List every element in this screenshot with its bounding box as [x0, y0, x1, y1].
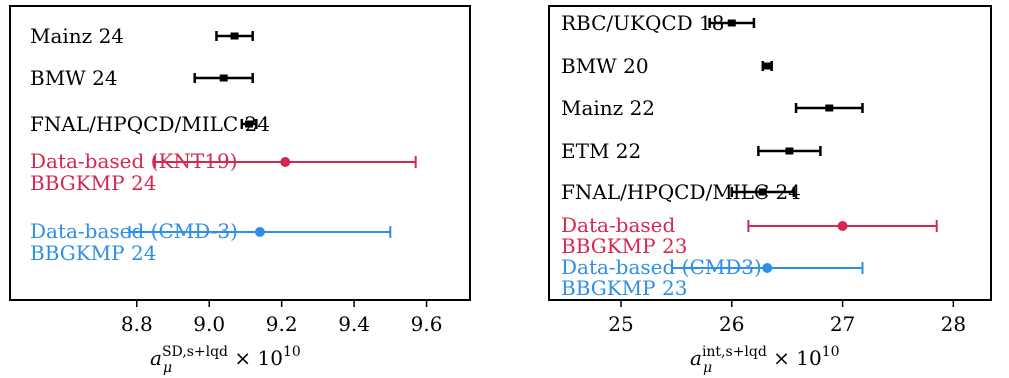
- data-point: [762, 263, 773, 273]
- x-tick-label: 9.4: [338, 312, 370, 336]
- x-tick-label: 25: [608, 312, 633, 336]
- axis-superscript: int,s+lqd: [702, 344, 767, 360]
- x-tick-label: 27: [830, 312, 855, 336]
- entry-label: BBGKMP 23: [561, 234, 687, 258]
- axis-factor: × 10: [767, 346, 822, 370]
- entry-label: Data-based: [561, 213, 676, 237]
- data-point: [280, 157, 291, 167]
- data-point: [245, 120, 254, 128]
- axis-subscript: μ: [703, 360, 712, 376]
- entry-label: ETM 22: [561, 139, 641, 163]
- x-tick-label: 9.0: [193, 312, 225, 336]
- data-point: [825, 104, 834, 112]
- entry-label: BMW 24: [30, 66, 118, 90]
- x-tick-label: 8.8: [121, 312, 153, 336]
- entry-label: Mainz 22: [561, 96, 655, 120]
- data-point: [837, 221, 848, 231]
- plot-frame: [548, 5, 992, 301]
- axis-exponent: 10: [283, 344, 301, 360]
- x-tick-label: 9.2: [266, 312, 298, 336]
- data-point: [219, 74, 228, 82]
- entry-label: BBGKMP 24: [30, 241, 156, 265]
- axis-subscript: μ: [163, 360, 172, 376]
- x-axis-title: aSD,s+lqd × 1010: [150, 344, 301, 370]
- plot-frame: [9, 5, 471, 301]
- data-point: [727, 19, 736, 27]
- entry-label: BBGKMP 24: [30, 171, 156, 195]
- data-point: [230, 32, 239, 40]
- axis-symbol: a: [690, 346, 702, 370]
- data-point: [763, 62, 772, 70]
- entry-label: FNAL/HPQCD/MILC 24: [30, 112, 270, 136]
- entry-label: Mainz 24: [30, 24, 124, 48]
- entry-label: RBC/UKQCD 18: [561, 11, 725, 35]
- axis-symbol: a: [150, 346, 162, 370]
- data-point: [785, 147, 794, 155]
- x-axis-title: aint,s+lqd × 1010: [690, 344, 840, 370]
- data-point: [254, 227, 265, 237]
- chart-panel-1: 8.8 9.0 9.2 9.4 9.6 Mainz 24 BMW 24 FNAL/HPQCD/…: [9, 5, 471, 376]
- entry-label: BMW 20: [561, 54, 649, 78]
- chart-panel-2: 25 26 27 28 RBC/UKQCD 18 BMW 20 Mainz 22 ETM 22…: [548, 5, 992, 376]
- entry-label: BBGKMP 23: [561, 276, 687, 300]
- data-point: [758, 188, 767, 196]
- x-tick-label: 28: [941, 312, 966, 336]
- x-tick-label: 9.6: [411, 312, 443, 336]
- axis-superscript: SD,s+lqd: [162, 344, 228, 360]
- axis-factor: × 10: [228, 346, 283, 370]
- x-tick-label: 26: [719, 312, 744, 336]
- axis-exponent: 10: [822, 344, 840, 360]
